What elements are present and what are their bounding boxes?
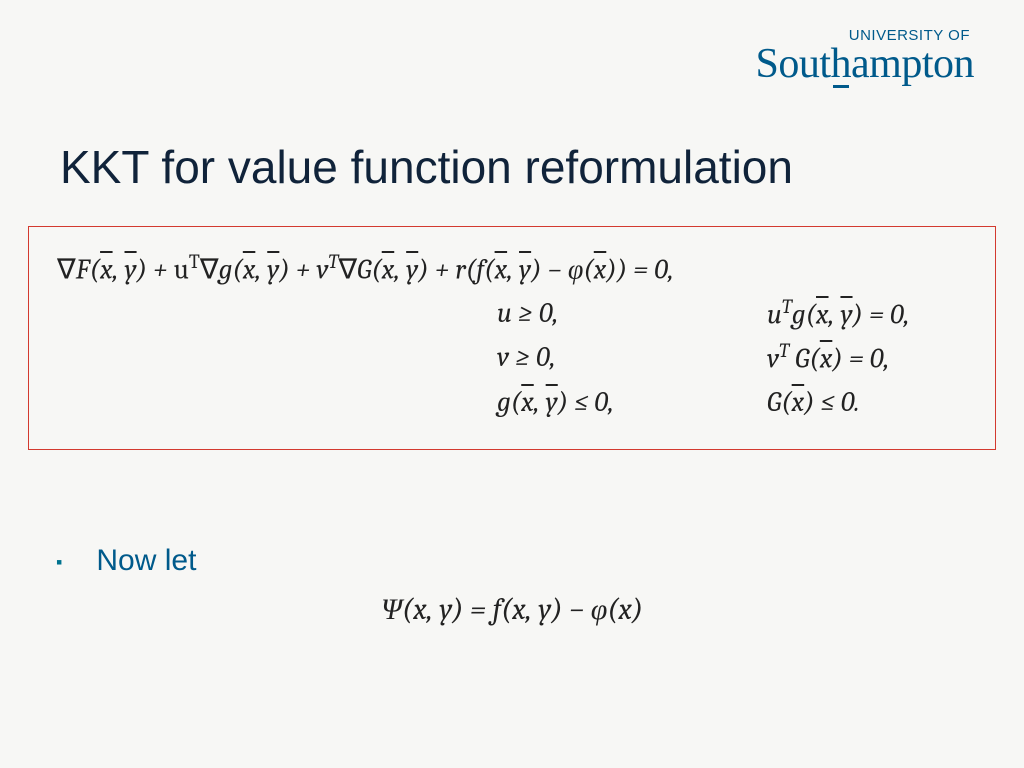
kkt-eq-line-3: v ≥ 0, vT G(x) = 0, [57,336,967,381]
kkt-equation-box: ∇F(x, y) + uT∇g(x, y) + vT∇G(x, y) + r(f… [28,226,996,450]
slide-title: KKT for value function reformulation [60,140,984,194]
slide: UNIVERSITY OF Southampton KKT for value … [0,0,1024,768]
bullet-marker-icon: ▪ [56,552,62,573]
bullet-text: Now let [96,544,196,578]
kkt-eq-line-4: g(x, y) ≤ 0, G(x) ≤ 0. [57,381,967,424]
psi-definition-equation: Ψ(x, y) = f(x, y) − φ(x) [0,592,1024,627]
logo-main-text: Southampton [755,43,974,85]
bullet-item: ▪ Now let [56,544,196,578]
kkt-eq-line-2: u ≥ 0, uTg(x, y) = 0, [57,292,967,337]
university-logo: UNIVERSITY OF Southampton [755,28,974,85]
kkt-eq-line-1: ∇F(x, y) + uT∇g(x, y) + vT∇G(x, y) + r(f… [57,247,967,292]
